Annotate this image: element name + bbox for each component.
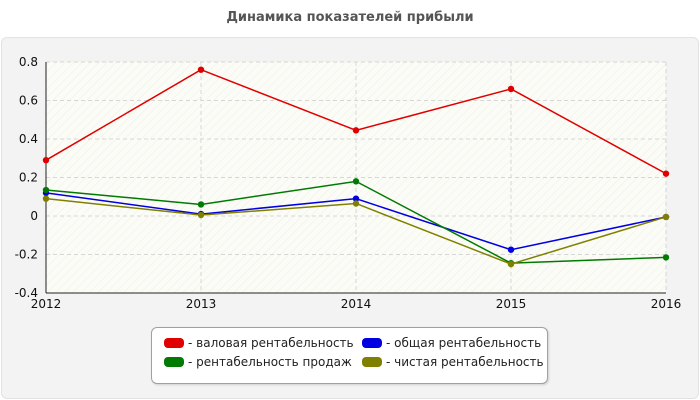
y-tick-label: -0.2 (15, 248, 38, 262)
legend-swatch (362, 338, 382, 348)
legend-item: - чистая рентабельность (362, 355, 544, 369)
legend-item: - рентабельность продаж (164, 355, 352, 369)
y-tick-label: 0 (30, 209, 38, 223)
data-point (352, 127, 360, 134)
data-point (662, 213, 670, 221)
y-tick-label: -0.4 (15, 286, 38, 300)
legend-label: - чистая рентабельность (386, 355, 544, 369)
legend-item: - валовая рентабельность (164, 336, 354, 350)
chart-title: Динамика показателей прибыли (226, 10, 474, 25)
x-tick-label: 2013 (186, 297, 217, 311)
y-tick-label: 0.2 (19, 171, 38, 185)
data-point (352, 178, 360, 185)
data-point (197, 66, 205, 73)
y-tick-label: 0.4 (19, 132, 38, 146)
data-point (662, 170, 670, 177)
legend: - валовая рентабельность - общая рентабе… (151, 327, 548, 384)
y-tick-label: 0.6 (19, 94, 38, 108)
data-point (42, 195, 50, 202)
data-point (507, 85, 515, 93)
data-point (352, 195, 360, 202)
data-point (42, 156, 50, 164)
data-point (662, 254, 670, 261)
data-point (507, 246, 515, 253)
legend-swatch (362, 357, 382, 367)
legend-item: - общая рентабельность (362, 336, 541, 350)
data-point (197, 201, 205, 208)
x-tick-label: 2014 (341, 297, 372, 311)
legend-label: - рентабельность продаж (188, 355, 352, 369)
data-point (507, 260, 515, 268)
legend-label: - общая рентабельность (386, 336, 542, 350)
series-group (42, 66, 670, 268)
data-point (197, 211, 205, 219)
legend-swatch (164, 338, 184, 348)
grid-lines (46, 61, 667, 293)
x-tick-label: 2016 (651, 297, 682, 311)
axes (45, 62, 666, 294)
data-point (42, 186, 50, 194)
legend-swatch (164, 357, 184, 367)
legend-label: - валовая рентабельность (188, 336, 354, 350)
x-tick-label: 2012 (31, 297, 62, 311)
data-point (352, 200, 360, 207)
x-tick-label: 2015 (496, 297, 527, 311)
y-tick-label: 0.8 (19, 55, 38, 69)
